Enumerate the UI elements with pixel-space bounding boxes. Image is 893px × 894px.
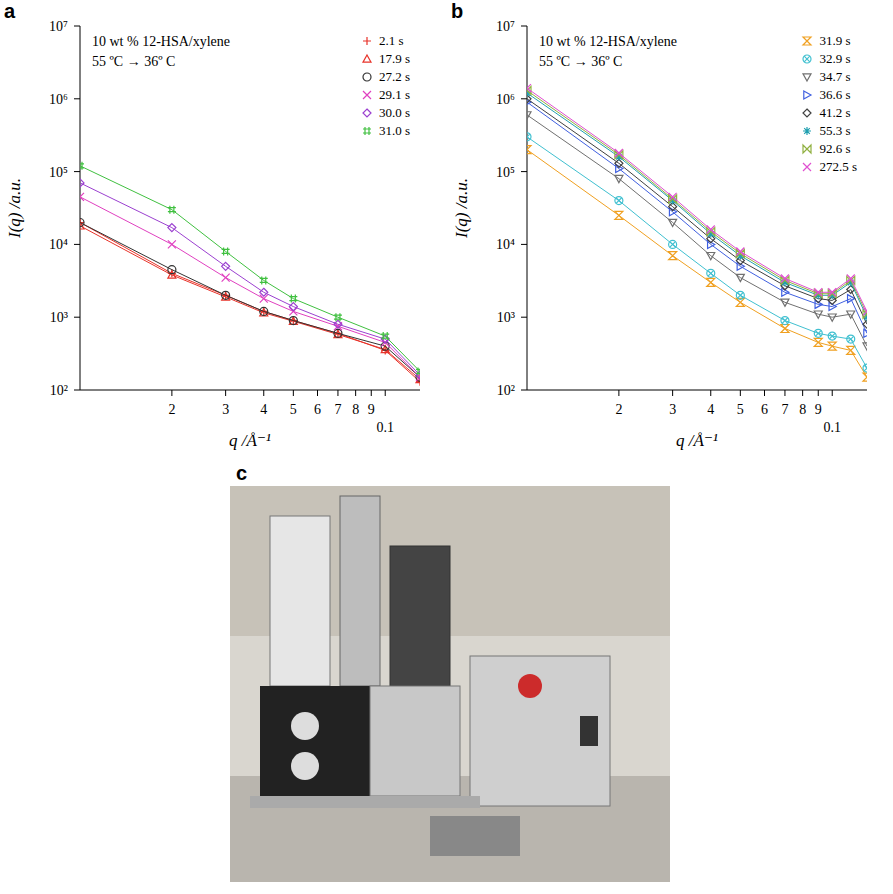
svg-text:10³: 10³: [497, 310, 515, 325]
svg-text:4: 4: [707, 402, 714, 417]
svg-text:3: 3: [222, 402, 229, 417]
html-text:27.2 s: 27.2 s: [378, 69, 410, 84]
svg-text:10⁵: 10⁵: [49, 165, 68, 180]
html-text:30.0 s: 30.0 s: [378, 105, 410, 120]
svg-text:9: 9: [815, 402, 822, 417]
html-text:a: a: [4, 0, 16, 22]
html-text:32.9 s: 32.9 s: [819, 51, 851, 66]
html-text:41.2 s: 41.2 s: [819, 105, 851, 120]
svg-text:q /Å⁻¹: q /Å⁻¹: [229, 431, 271, 450]
html-text:36.6 s: 36.6 s: [819, 87, 851, 102]
html-text:31.9 s: 31.9 s: [819, 33, 851, 48]
html-text:b: b: [451, 0, 464, 22]
html-text:55 ºC → 36º C: 55 ºC → 36º C: [539, 54, 623, 69]
svg-text:4: 4: [260, 402, 267, 417]
svg-text:8: 8: [799, 402, 806, 417]
html-text:c: c: [236, 462, 248, 484]
html-text:55.3 s: 55.3 s: [819, 123, 851, 138]
html-text:92.6 s: 92.6 s: [819, 141, 851, 156]
svg-text:10⁵: 10⁵: [496, 165, 515, 180]
svg-text:3: 3: [669, 402, 676, 417]
svg-text:10⁷: 10⁷: [49, 19, 68, 34]
svg-text:9: 9: [368, 402, 375, 417]
svg-text:5: 5: [290, 402, 297, 417]
html-text:272.5 s: 272.5 s: [819, 159, 857, 174]
html-text:29.1 s: 29.1 s: [378, 87, 410, 102]
svg-text:10⁷: 10⁷: [496, 19, 515, 34]
svg-text:I(q) /a.u.: I(q) /a.u.: [5, 178, 24, 239]
svg-text:10⁴: 10⁴: [49, 237, 68, 252]
svg-text:0.1: 0.1: [823, 420, 841, 435]
html-text:55 ºC → 36º C: 55 ºC → 36º C: [92, 54, 176, 69]
svg-text:7: 7: [334, 402, 341, 417]
svg-text:10⁴: 10⁴: [496, 237, 515, 252]
svg-text:10²: 10²: [497, 383, 515, 398]
html-text:10 wt % 12-HSA/xylene: 10 wt % 12-HSA/xylene: [92, 34, 230, 49]
svg-text:q /Å⁻¹: q /Å⁻¹: [676, 431, 718, 450]
html-text:17.9 s: 17.9 s: [378, 51, 410, 66]
svg-text:7: 7: [781, 402, 788, 417]
html-text:34.7 s: 34.7 s: [819, 69, 851, 84]
svg-text:10⁶: 10⁶: [49, 92, 68, 107]
svg-text:0.1: 0.1: [376, 420, 394, 435]
svg-text:10²: 10²: [50, 383, 68, 398]
svg-text:2: 2: [168, 402, 175, 417]
svg-text:2: 2: [615, 402, 622, 417]
svg-text:10⁶: 10⁶: [496, 92, 515, 107]
svg-text:6: 6: [314, 402, 321, 417]
html-text:10 wt % 12-HSA/xylene: 10 wt % 12-HSA/xylene: [539, 34, 677, 49]
svg-text:5: 5: [737, 402, 744, 417]
svg-text:8: 8: [352, 402, 359, 417]
svg-text:6: 6: [761, 402, 768, 417]
html-text:2.1 s: 2.1 s: [378, 33, 404, 48]
svg-text:I(q) /a.u.: I(q) /a.u.: [452, 178, 471, 239]
svg-text:10³: 10³: [50, 310, 68, 325]
html-text:31.0 s: 31.0 s: [378, 123, 410, 138]
